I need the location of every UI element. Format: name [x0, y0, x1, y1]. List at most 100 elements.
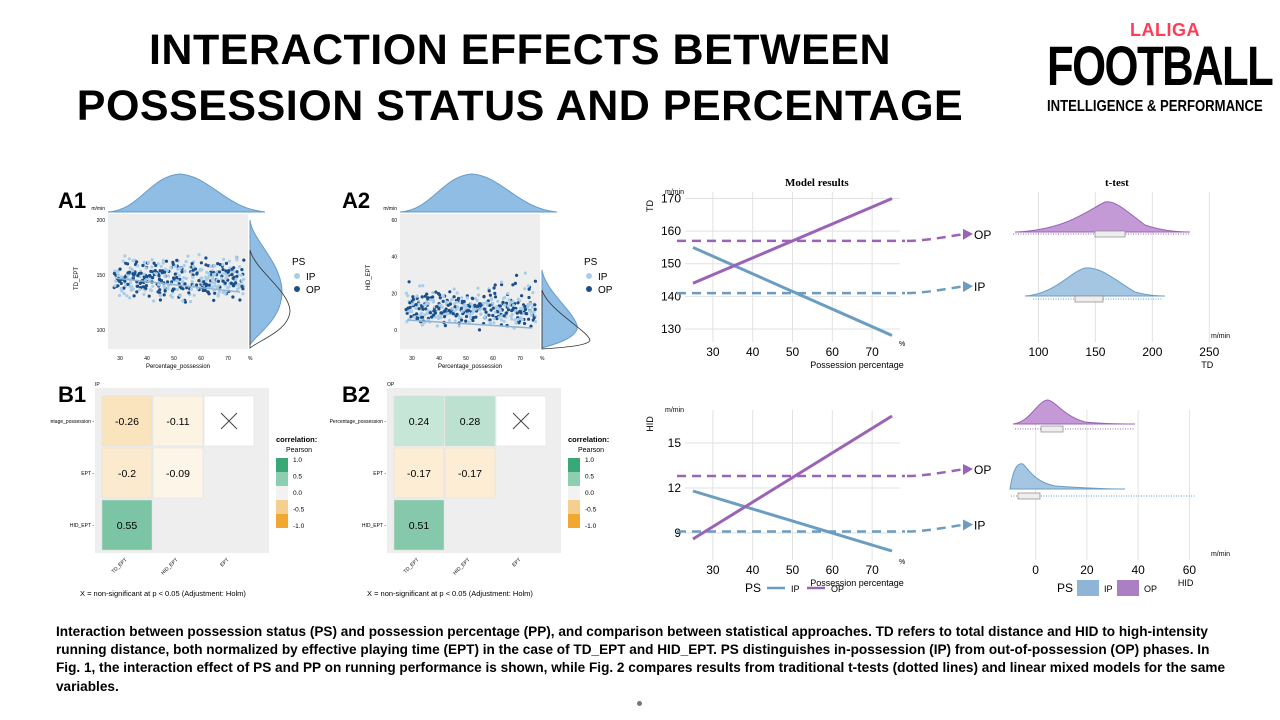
y-tick-label: 15 — [668, 436, 682, 450]
b1-legend-title: correlation: — [276, 435, 317, 444]
y-tick-label: 150 — [661, 257, 681, 271]
ip-point — [176, 279, 180, 283]
a2-plot-bg — [400, 214, 540, 349]
op-point — [532, 316, 536, 320]
x-axis-unit: % — [899, 341, 905, 348]
op-point — [147, 294, 151, 298]
op-point — [477, 328, 482, 332]
op-point — [431, 313, 436, 317]
ip-point — [158, 294, 163, 298]
ip-point — [184, 260, 188, 264]
op-point — [195, 283, 199, 287]
ip-point — [182, 276, 186, 280]
ip-point — [424, 302, 428, 306]
ip-point — [513, 309, 517, 313]
op-point — [411, 295, 415, 299]
op-point — [162, 293, 166, 297]
op-point — [163, 289, 167, 293]
ip-point — [221, 290, 225, 294]
ip-point — [447, 318, 452, 322]
op-point — [496, 310, 500, 314]
x-axis-unit: m/min — [1211, 551, 1230, 558]
op-point — [409, 315, 413, 319]
panel-a1-label: A1 — [58, 188, 86, 213]
arrow-head — [963, 228, 973, 240]
op-point — [431, 295, 435, 299]
ttest-connector-op — [906, 467, 966, 478]
op-point — [436, 292, 441, 296]
ip-point — [464, 304, 468, 308]
ip-point — [460, 296, 464, 300]
ip-point — [490, 298, 494, 302]
ip-point — [445, 300, 449, 304]
fig2-legend-title-right: PS — [1057, 581, 1073, 595]
op-point — [465, 309, 469, 313]
op-point — [491, 306, 495, 310]
op-point — [453, 305, 457, 309]
row-label: EPT - — [81, 471, 94, 477]
ip-point — [227, 259, 232, 263]
ip-point — [216, 294, 220, 298]
a1-legend-op-swatch — [294, 286, 300, 292]
arrow-head — [963, 519, 973, 531]
op-point — [116, 284, 120, 288]
ip-point — [460, 309, 464, 313]
op-point — [231, 276, 235, 280]
ip-point — [531, 291, 535, 295]
ip-point — [210, 278, 214, 282]
laliga-logo: LALIGA FOOTBALL INTELLIGENCE & PERFORMAN… — [1045, 18, 1274, 118]
op-point — [122, 286, 126, 290]
ip-point — [156, 262, 160, 266]
model-td-chart: 30 40 50 60 70 130 140 150 160 170 TD m/min Possessi… — [645, 189, 991, 370]
colorbar-tick: 0.0 — [585, 490, 594, 497]
fig2-model-title: Model results — [785, 177, 849, 189]
ip-point — [209, 264, 213, 268]
ip-point — [206, 276, 210, 281]
op-point — [223, 281, 227, 285]
op-point — [197, 279, 201, 283]
ttest-group-label: OP — [974, 228, 991, 242]
ip-point — [451, 306, 455, 311]
fig2-panels: Model results t-test 30 40 50 60 70130140150… — [645, 177, 1230, 596]
op-point — [487, 313, 491, 317]
ip-point — [169, 266, 173, 270]
ip-point — [421, 284, 425, 288]
ip-point — [213, 284, 217, 288]
op-point — [442, 310, 446, 314]
op-point — [213, 291, 217, 295]
op-point — [435, 305, 439, 309]
corr-cell-fill — [393, 499, 445, 551]
ip-point — [178, 294, 182, 298]
op-point — [417, 307, 421, 311]
op-point — [170, 280, 174, 284]
op-point — [464, 319, 468, 323]
ip-point — [427, 301, 431, 305]
ip-point — [189, 287, 193, 291]
y-tick-label: 130 — [661, 322, 681, 336]
op-point — [231, 295, 235, 299]
ip-point — [405, 320, 409, 324]
y-tick-label: 40 — [391, 255, 397, 261]
op-point — [483, 307, 487, 311]
op-point — [464, 314, 469, 319]
corr-cell-fill — [393, 447, 445, 499]
non-significant-mark — [512, 412, 530, 430]
ip-point — [526, 284, 530, 288]
ip-point — [493, 310, 497, 314]
ip-point — [131, 287, 135, 291]
b1-legend-sub: Pearson — [286, 447, 312, 454]
ip-point — [125, 294, 129, 298]
x-axis-label: HID — [1178, 578, 1194, 588]
op-point — [207, 283, 211, 287]
op-point — [470, 296, 474, 300]
corr-cell: 0.24 — [393, 395, 445, 447]
corr-cell-fill — [101, 499, 153, 551]
ip-point — [503, 303, 507, 307]
op-point — [448, 302, 452, 306]
panel-a2: A2 HID_EPT m/min 0 20 40 60 30 40 50 60 70 Perc… — [342, 173, 613, 370]
op-point — [529, 324, 533, 328]
op-point — [175, 258, 179, 262]
corr-value: -0.11 — [166, 416, 189, 428]
ip-point — [235, 258, 239, 262]
